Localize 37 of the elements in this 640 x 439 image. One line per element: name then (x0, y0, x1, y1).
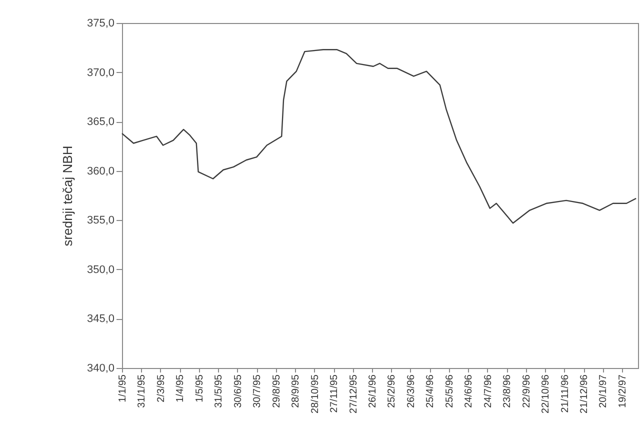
x-tick-label: 28/9/95 (290, 374, 302, 408)
x-tick-label: 30/7/95 (252, 374, 264, 408)
x-tick-label: 29/8/95 (271, 374, 282, 408)
x-tick-label: 25/4/96 (425, 374, 436, 408)
y-tick-label: 365,0 (86, 116, 114, 128)
y-tick-label: 355,0 (86, 214, 114, 227)
line-series (121, 49, 637, 224)
x-tick-label: 23/8/96 (502, 374, 514, 408)
y-tick-label: 375,0 (86, 18, 114, 30)
x-tick-label: 22/9/96 (521, 374, 532, 408)
y-tick-label: 370,0 (86, 66, 114, 79)
x-tick-label: 27/11/95 (329, 374, 340, 413)
x-tick-label: 22/10/96 (540, 374, 552, 414)
x-tick-label: 26/3/96 (406, 374, 417, 408)
x-tick-label: 1/1/95 (118, 374, 128, 402)
x-tick-label: 2/3/95 (156, 374, 167, 402)
x-tick-label: 27/12/95 (348, 374, 360, 414)
x-tick-label: 21/12/96 (579, 374, 590, 414)
x-tick-label: 21/11/96 (560, 374, 571, 413)
x-tick-label: 1/5/95 (194, 374, 206, 402)
x-tick-label: 31/5/95 (214, 374, 225, 408)
x-tick-label: 1/4/95 (175, 374, 186, 402)
x-tick-label: 24/6/96 (464, 374, 475, 408)
x-tick-label: 25/2/96 (386, 374, 398, 408)
y-tick-label: 345,0 (86, 313, 114, 326)
x-tick-label: 28/10/95 (310, 374, 321, 414)
x-tick-label: 24/7/96 (482, 374, 494, 408)
x-tick-label: 25/5/96 (444, 374, 456, 408)
x-tick-label: 26/1/96 (367, 374, 378, 408)
y-tick-label: 340,0 (86, 362, 114, 374)
y-tick-label: 350,0 (86, 264, 114, 276)
x-tick-label: 19/2/97 (617, 374, 628, 408)
x-tick-label: 30/6/95 (232, 374, 244, 408)
x-tick-label: 20/1/97 (598, 374, 610, 408)
y-tick-label: 360,0 (86, 165, 114, 178)
y-axis-title: srednji tečaj NBH (60, 146, 75, 246)
x-tick-label: 31/1/95 (136, 374, 148, 408)
